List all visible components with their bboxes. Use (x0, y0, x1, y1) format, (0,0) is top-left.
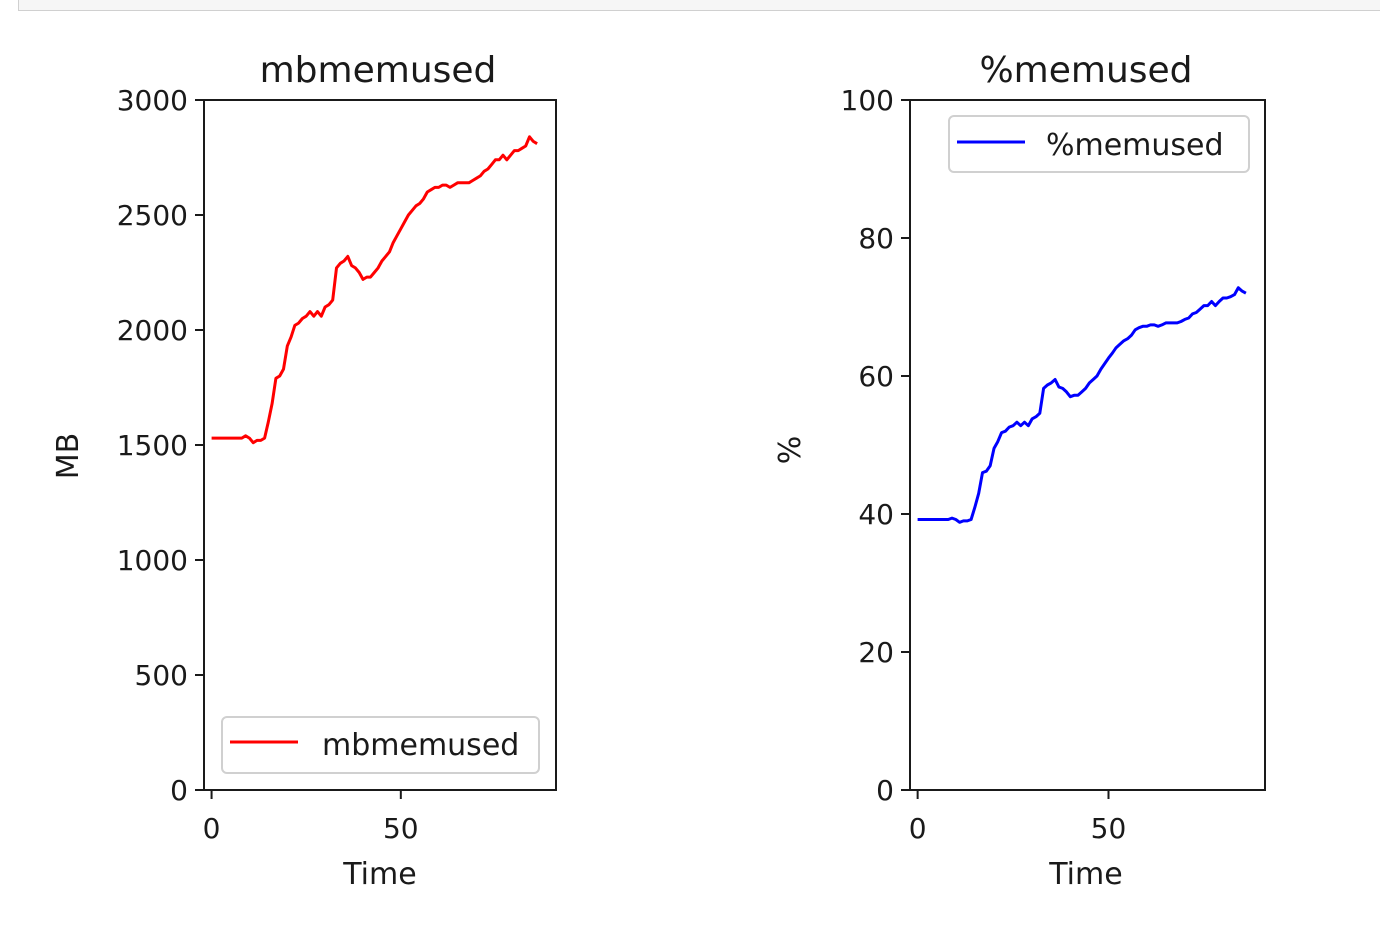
x-ticks: 0 50 (203, 790, 419, 845)
y-tick-label: 3000 (117, 84, 188, 117)
y-axis-label: MB (51, 433, 86, 479)
x-ticks: 0 50 (909, 790, 1127, 845)
legend-label: mbmemused (322, 728, 519, 763)
y-tick-label: 2500 (117, 199, 188, 232)
chart-mbmemused: mbmemused 0 50 0 500 1000 1500 2000 2500 3000 T… (51, 50, 557, 892)
y-tick-label: 1500 (117, 429, 188, 462)
x-axis-label: Time (342, 857, 416, 892)
y-tick-label: 0 (876, 774, 894, 807)
chart-percent-memused: %memused 0 50 0 20 40 60 80 100 Time % %memuse… (773, 50, 1266, 892)
y-tick-label: 0 (170, 774, 188, 807)
x-tick-label: 50 (383, 812, 419, 845)
y-tick-label: 20 (858, 636, 894, 669)
x-axis-label: Time (1048, 857, 1122, 892)
legend-label: %memused (1046, 128, 1224, 163)
legend: %memused (948, 115, 1250, 173)
y-axis-label: % (773, 436, 808, 465)
x-tick-label: 0 (909, 812, 927, 845)
chart-title: mbmemused (260, 50, 497, 91)
y-tick-label: 2000 (117, 314, 188, 347)
series-line-percent-memused (917, 286, 1247, 524)
chart-title: %memused (979, 50, 1192, 91)
legend-box (221, 716, 540, 774)
y-tick-label: 80 (858, 222, 894, 255)
legend: mbmemused (221, 716, 540, 774)
x-tick-label: 50 (1091, 812, 1127, 845)
y-tick-label: 40 (858, 498, 894, 531)
y-tick-label: 1000 (117, 544, 188, 577)
y-tick-label: 100 (841, 84, 894, 117)
window-top-bar (18, 0, 1380, 11)
y-ticks: 0 20 40 60 80 100 (841, 84, 910, 807)
series-line-mbmemused (211, 135, 538, 445)
y-tick-label: 60 (858, 360, 894, 393)
plot-frame (203, 99, 557, 791)
legend-box (948, 115, 1250, 173)
x-tick-label: 0 (203, 812, 221, 845)
y-tick-label: 500 (135, 659, 188, 692)
y-ticks: 0 500 1000 1500 2000 2500 3000 (117, 84, 204, 807)
plot-frame (909, 99, 1266, 791)
